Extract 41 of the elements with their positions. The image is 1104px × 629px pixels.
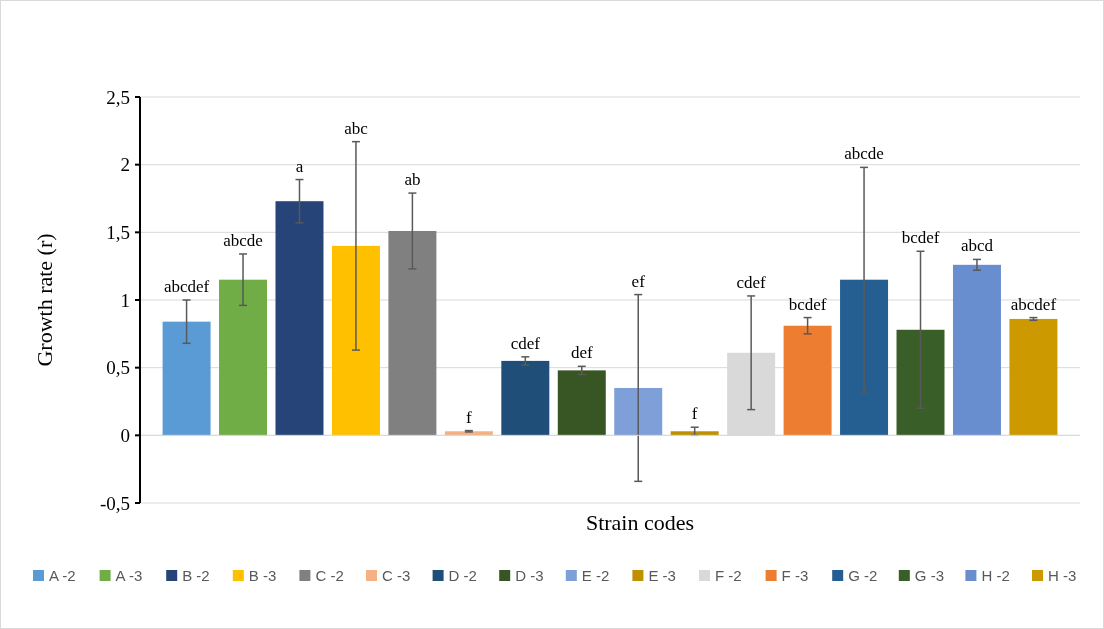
- annotation: def: [570, 343, 593, 363]
- annotation: cdef: [510, 333, 541, 353]
- annotation: abcde: [844, 144, 884, 164]
- annotation: ab: [404, 170, 421, 190]
- legend-label: F -3: [781, 567, 809, 585]
- legend-label: A -2: [49, 567, 76, 585]
- legend-label: B -2: [182, 567, 210, 585]
- annotation: abcdef: [163, 277, 210, 296]
- legend-label: C -3: [382, 567, 411, 585]
- annotation: f: [466, 407, 473, 427]
- y-tick-label: 0,5: [106, 357, 130, 379]
- legend-label: B -3: [248, 567, 277, 585]
- legend-label: G -2: [848, 567, 878, 585]
- legend-label: C -2: [315, 567, 344, 585]
- annotation: abc: [344, 118, 369, 138]
- annotation: abcdef: [1010, 294, 1057, 314]
- legend-label: A -3: [115, 567, 143, 585]
- legend-label: H -2: [981, 567, 1010, 585]
- legend-label: H -3: [1048, 567, 1077, 585]
- legend-label: E -2: [581, 567, 610, 585]
- y-axis-title: Growth rate (r): [32, 233, 57, 367]
- legend-label: D -2: [448, 567, 477, 585]
- annotation: bcdef: [901, 228, 940, 248]
- legend-label: D -3: [515, 567, 544, 585]
- annotation: f: [691, 404, 698, 424]
- legend-label: E -3: [648, 567, 676, 585]
- x-axis-title: Strain codes: [585, 510, 695, 535]
- annotation: abcd: [960, 236, 994, 256]
- y-tick-label: 1: [120, 289, 130, 311]
- y-tick-label: 1,5: [106, 221, 130, 243]
- annotation: bcdef: [788, 294, 827, 314]
- legend-label: F -2: [715, 567, 742, 585]
- annotation: ef: [631, 271, 646, 291]
- annotation: cdef: [736, 272, 767, 292]
- annotation: abcde: [223, 230, 263, 250]
- y-tick-label: 2,5: [106, 86, 130, 108]
- y-tick-label: 0: [120, 424, 130, 446]
- y-tick-label: 2: [120, 154, 130, 176]
- annotation: a: [295, 156, 304, 176]
- y-tick-label: -0,5: [99, 492, 130, 514]
- legend-label: G -3: [914, 567, 944, 585]
